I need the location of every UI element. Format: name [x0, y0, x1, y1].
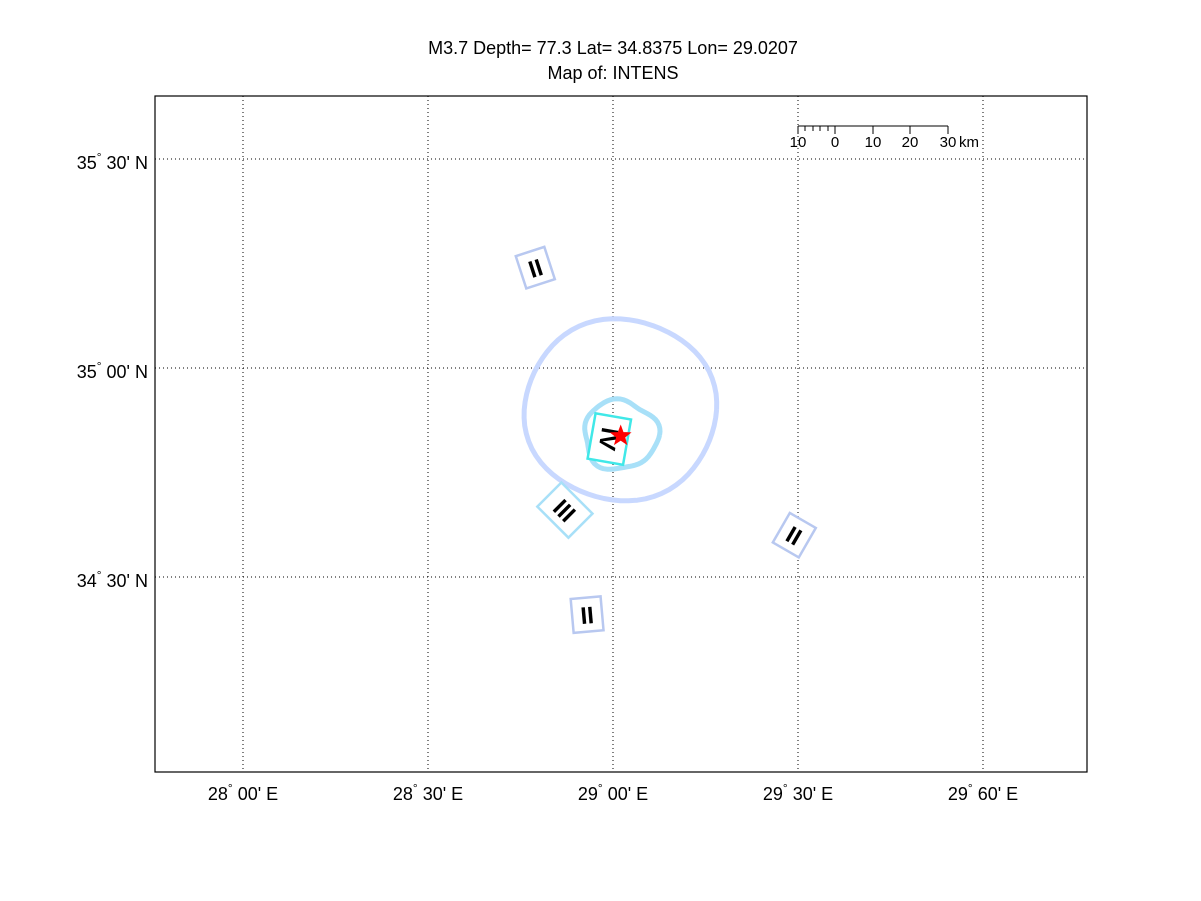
intensity-contours [521, 316, 720, 504]
scale-label: 30 [940, 134, 957, 151]
scale-label: 10 [865, 134, 882, 151]
title-line-1: M3.7 Depth= 77.3 Lat= 34.8375 Lon= 29.02… [428, 38, 798, 58]
latitude-ticks: 35° 30' N 35° 00' N 34° 30' N [77, 150, 148, 591]
scale-label: 20 [902, 134, 919, 151]
scale-label: 10 [790, 134, 807, 151]
intensity-label-II: II [569, 595, 605, 635]
lat-tick-label: 34° 30' N [77, 568, 148, 591]
intensity-label-III: III [535, 480, 595, 540]
contour-III [582, 396, 663, 472]
scale-bar: 10 0 10 20 30 km [790, 125, 979, 151]
scale-unit: km [959, 134, 979, 151]
intensity-label-II: II [514, 245, 557, 291]
svg-text:II: II [579, 602, 595, 630]
scale-label: 0 [831, 134, 839, 151]
lon-tick-label: 29° 00' E [578, 781, 648, 804]
epicenter [609, 424, 632, 446]
lon-tick-label: 29° 60' E [948, 781, 1018, 804]
map-frame [154, 95, 1088, 773]
lat-tick-label: 35° 30' N [77, 150, 148, 173]
lon-tick-label: 28° 00' E [208, 781, 278, 804]
contour-II [521, 316, 720, 504]
graticule [155, 96, 1087, 772]
figure-title: M3.7 Depth= 77.3 Lat= 34.8375 Lon= 29.02… [428, 38, 798, 83]
lon-tick-label: 28° 30' E [393, 781, 463, 804]
lat-tick-label: 35° 00' N [77, 359, 148, 382]
lon-tick-label: 29° 30' E [763, 781, 833, 804]
title-line-2: Map of: INTENS [547, 63, 678, 83]
intensity-label-II: II [771, 511, 818, 560]
longitude-ticks: 28° 00' E 28° 30' E 29° 00' E 29° 30' E 29° … [208, 781, 1018, 804]
epicenter-star-icon [609, 424, 632, 446]
